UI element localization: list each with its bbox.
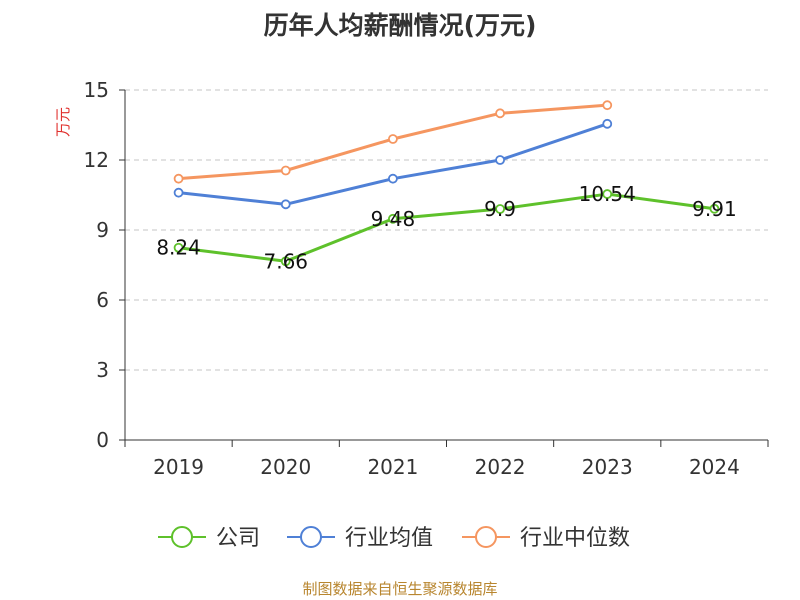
data-point <box>280 165 291 176</box>
data-label: 7.66 <box>263 249 308 273</box>
data-point <box>602 100 613 111</box>
legend-label: 行业均值 <box>345 526 433 551</box>
legend-marker <box>300 526 322 548</box>
data-label: 8.24 <box>156 236 201 260</box>
data-point <box>602 118 613 129</box>
source-note: 制图数据来自恒生聚源数据库 <box>302 580 497 598</box>
x-tick-label: 2021 <box>367 455 418 479</box>
series-1 <box>173 118 613 210</box>
y-axis-ticks: 0 3 6 9 12 15 <box>84 78 126 452</box>
data-point <box>280 199 291 210</box>
y-tick-label: 3 <box>96 358 109 382</box>
legend-item[interactable]: 行业中位数 <box>462 526 630 551</box>
series-0 <box>173 189 720 267</box>
legend: 公司 行业均值 行业中位数 <box>158 526 630 551</box>
legend-label: 行业中位数 <box>520 526 630 551</box>
x-tick-label: 2024 <box>689 455 740 479</box>
x-axis: 2019 2020 2021 2022 2023 2024 <box>124 439 769 479</box>
y-tick-label: 9 <box>96 218 109 242</box>
y-axis-label: 万元 <box>54 107 72 137</box>
legend-label: 公司 <box>216 526 260 551</box>
data-point <box>173 173 184 184</box>
data-label: 9.9 <box>484 197 516 221</box>
legend-marker <box>171 526 193 548</box>
x-tick-label: 2022 <box>475 455 526 479</box>
y-tick-label: 15 <box>84 78 109 102</box>
y-tick-label: 6 <box>96 288 109 312</box>
data-point <box>495 155 505 165</box>
y-tick-label: 0 <box>96 428 109 452</box>
series-line <box>178 192 715 263</box>
data-point <box>173 242 184 253</box>
data-point <box>495 204 505 214</box>
x-tick-label: 2020 <box>260 455 311 479</box>
data-point <box>388 213 398 224</box>
data-labels: 8.24 7.66 9.48 9.9 10.54 9.91 <box>156 182 736 273</box>
data-label: 10.54 <box>579 182 636 206</box>
data-label: 9.91 <box>692 197 737 221</box>
x-tick-label: 2023 <box>582 455 633 479</box>
data-point <box>388 173 398 184</box>
y-tick-label: 12 <box>84 148 109 172</box>
legend-marker <box>475 526 497 548</box>
legend-item[interactable]: 行业均值 <box>287 526 433 551</box>
grid-lines <box>125 89 768 371</box>
series-2 <box>173 100 613 184</box>
data-point <box>280 256 291 267</box>
chart-title: 历年人均薪酬情况(万元) <box>264 11 537 40</box>
series-layer <box>173 100 720 267</box>
data-label: 9.48 <box>371 207 416 231</box>
legend-item[interactable]: 公司 <box>158 526 260 551</box>
data-point <box>173 187 184 198</box>
data-point <box>709 203 720 214</box>
data-point <box>388 134 398 144</box>
x-tick-label: 2019 <box>153 455 204 479</box>
data-point <box>495 108 505 119</box>
data-point <box>602 189 613 199</box>
